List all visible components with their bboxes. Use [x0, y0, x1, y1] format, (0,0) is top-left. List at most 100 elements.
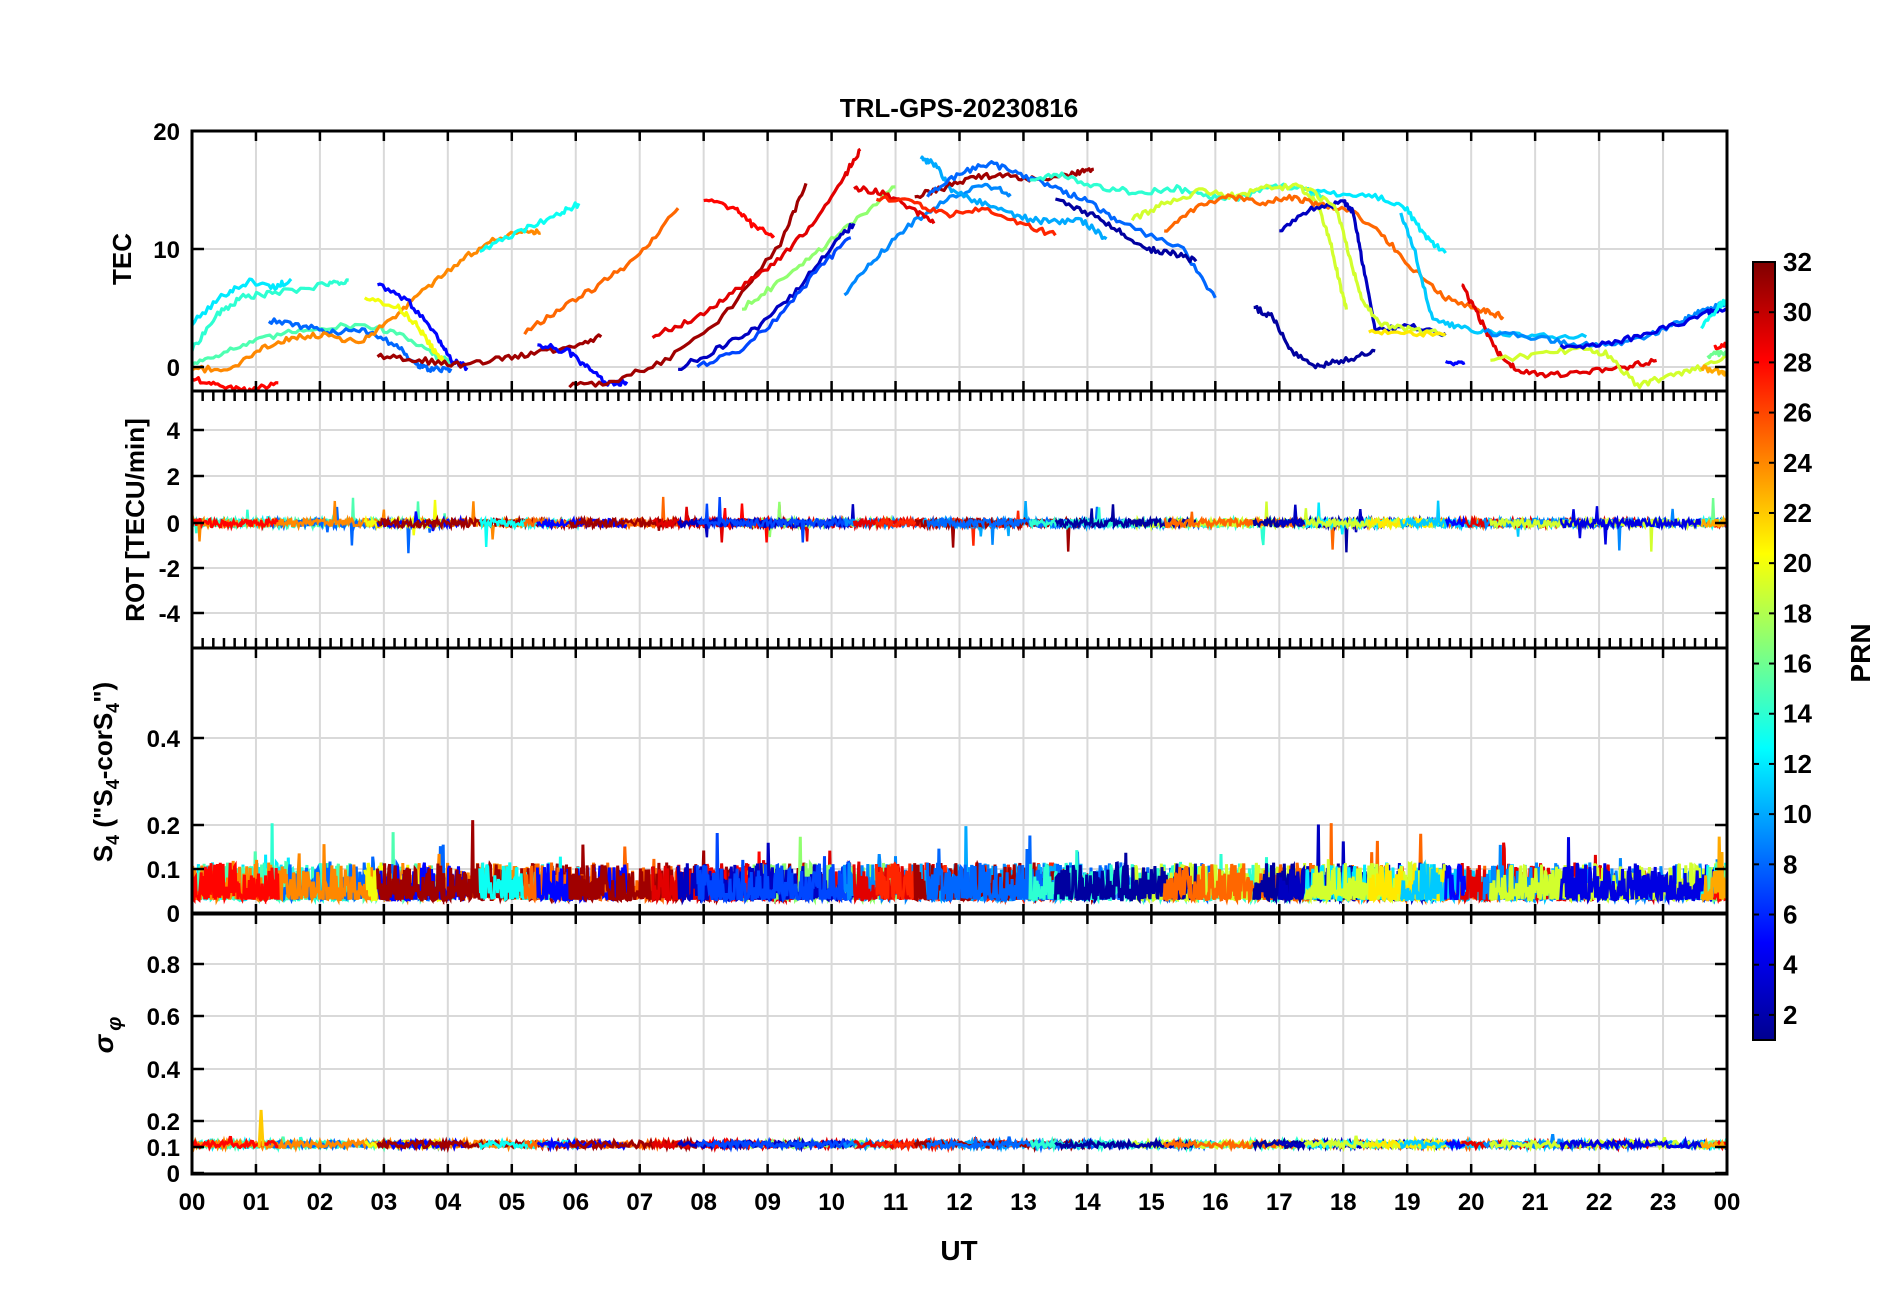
xtick-label: 15: [1138, 1189, 1165, 1216]
tec-track-prn-25: [523, 207, 680, 336]
tec-track-prn-2: [1054, 197, 1198, 264]
colorbar-gradient: [1752, 261, 1776, 1041]
ytick-label-rot: -2: [159, 556, 180, 583]
xtick-label: 11: [883, 1189, 908, 1216]
tec-track-prn-4: [1559, 306, 1727, 350]
tec-track-prn-12: [192, 277, 293, 327]
colorbar-tick-label: 12: [1783, 749, 1812, 779]
colorbar-tick-label: 16: [1783, 649, 1812, 679]
xtick-label: 05: [498, 1189, 525, 1216]
sigma-trace-prn-7: [696, 1136, 852, 1153]
tec-track-prn-13: [1700, 298, 1727, 330]
rot-trace-prn-28: [192, 515, 279, 532]
xtick-label: 00: [1714, 1189, 1741, 1216]
tec-track-prn-10: [919, 155, 1108, 241]
tec-track-prn-23: [1700, 364, 1727, 377]
x-axis-label: UT: [940, 1235, 977, 1266]
rot-trace-prn-7: [696, 497, 852, 543]
xtick-label: 22: [1586, 1189, 1613, 1216]
colorbar-tick-label: 2: [1783, 1000, 1797, 1030]
tec-track-prn-5: [537, 343, 629, 387]
tec-track-prn-31: [568, 182, 808, 389]
sigma-spike: [257, 1109, 265, 1148]
xtick-label: 02: [307, 1189, 334, 1216]
tec-track-prn-11: [1399, 212, 1588, 341]
tec-track-prn-7: [696, 236, 852, 369]
tec-track-prn-8: [267, 317, 453, 374]
ytick-label-rot: -4: [159, 601, 181, 628]
tec-ylabel: TEC: [107, 233, 137, 285]
grid-layer: [192, 130, 1727, 1174]
data-layer: [192, 147, 1727, 1154]
tec-track-prn-5: [377, 282, 469, 372]
xtick-label: 23: [1650, 1189, 1677, 1216]
axes-layer: 01020-4-202400.10.20.400.10.20.40.60.800…: [147, 119, 1741, 1216]
rot-ylabel: ROT [TECU/min]: [120, 418, 150, 622]
xtick-label: 16: [1202, 1189, 1229, 1216]
colorbar-tick-label: 22: [1783, 498, 1812, 528]
tec-track-prn-28: [1713, 341, 1727, 351]
colorbar-tick-label: 24: [1783, 448, 1812, 478]
ytick-label-sigma: 0.6: [147, 1004, 180, 1031]
tec-track-prn-19: [1130, 182, 1348, 310]
colorbar-tick-label: 30: [1783, 297, 1812, 327]
chart-title: TRL-GPS-20230816: [840, 93, 1078, 123]
ytick-label-sigma: 0.2: [147, 1109, 180, 1136]
tec-track-prn-2: [1253, 304, 1376, 370]
colorbar-tick-label: 4: [1783, 950, 1798, 980]
colorbar-tick-label: 6: [1783, 900, 1797, 930]
xtick-label: 00: [179, 1189, 206, 1216]
rot-trace-prn-23: [1700, 514, 1727, 528]
xtick-label: 21: [1522, 1189, 1549, 1216]
tec-track-prn-25: [1164, 193, 1505, 321]
tec-track-prn-16: [1706, 349, 1727, 360]
tec-track-prn-17: [741, 185, 896, 311]
sigma-trace-prn-5: [1444, 1138, 1466, 1152]
xtick-label: 13: [1010, 1189, 1037, 1216]
rot-trace-prn-19: [1489, 515, 1727, 552]
tec-track-prn-3: [678, 222, 856, 371]
tec-track-prn-12: [1304, 186, 1447, 254]
colorbar-tick-label: 28: [1783, 347, 1812, 377]
ytick-label-s4: 0.1: [147, 857, 180, 884]
ytick-label-tec: 0: [167, 355, 180, 382]
colorbar-tick-label: 20: [1783, 548, 1812, 578]
colorbar-tick-label: 10: [1783, 799, 1812, 829]
tec-track-prn-19: [1303, 186, 1446, 337]
s4-ylabel: S4 ("S4-corS4"): [88, 682, 123, 862]
tec-track-prn-8: [926, 160, 1217, 299]
ytick-label-rot: 2: [167, 464, 180, 491]
colorbar-tick-label: 26: [1783, 398, 1812, 428]
tec-track-prn-19: [1490, 345, 1727, 390]
tec-track-prn-14: [192, 278, 349, 352]
ytick-label-sigma: 0: [167, 1161, 180, 1188]
sigma-trace-prn-4: [1559, 1135, 1727, 1152]
tec-track-prn-9: [1483, 299, 1727, 348]
tec-track-prn-29: [651, 147, 862, 339]
ytick-label-sigma: 0.8: [147, 952, 180, 979]
xtick-label: 06: [562, 1189, 589, 1216]
tec-track-prn-21: [1368, 328, 1446, 338]
rot-trace-prn-4: [1559, 506, 1727, 545]
tec-track-prn-28: [703, 198, 776, 239]
colorbar-tick-label: 14: [1783, 699, 1812, 729]
sigma-ylabel: σφ: [88, 1017, 126, 1054]
ytick-label-tec: 20: [153, 119, 180, 146]
tec-track-prn-31: [914, 167, 1094, 199]
s4-trace-prn-4: [1559, 837, 1727, 906]
tec-track-prn-20: [363, 296, 446, 366]
s4-trace-prn-28: [192, 860, 280, 905]
xtick-label: 09: [754, 1189, 781, 1216]
tec-track-prn-9: [843, 182, 1012, 297]
rot-trace-prn-5: [1444, 515, 1466, 529]
xtick-label: 12: [946, 1189, 973, 1216]
ytick-label-s4: 0: [167, 901, 180, 928]
xtick-label: 08: [690, 1189, 717, 1216]
xtick-label: 03: [371, 1189, 398, 1216]
ytick-label-s4: 0.2: [147, 813, 180, 840]
s4-trace-prn-23: [1700, 836, 1727, 903]
rot-trace-prn-8: [268, 506, 453, 554]
